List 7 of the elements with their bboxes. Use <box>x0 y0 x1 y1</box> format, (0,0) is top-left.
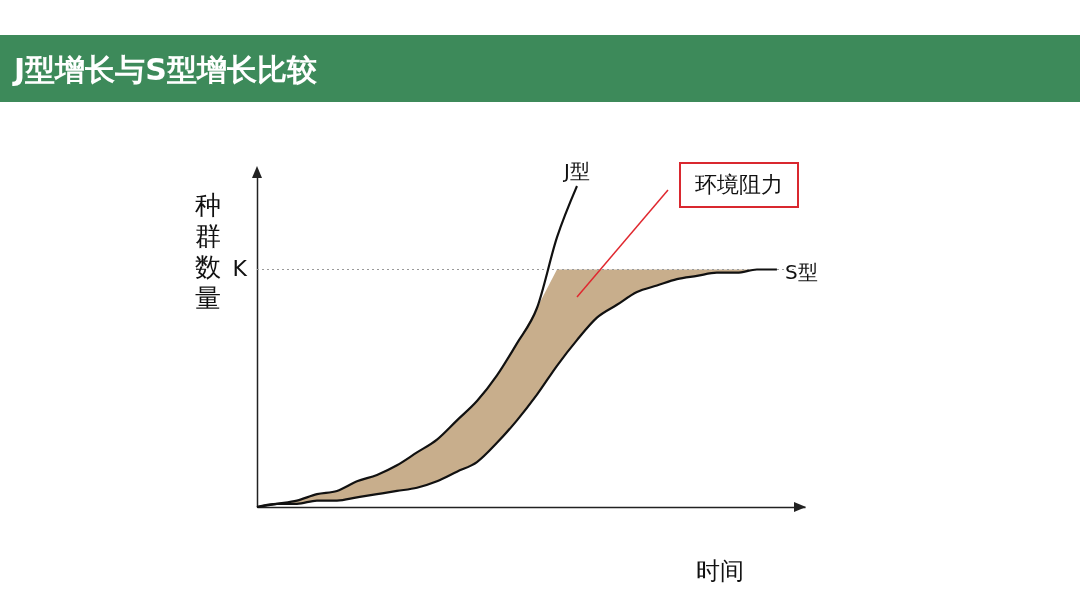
ref-line-label: K <box>232 256 248 282</box>
chart-title: J型增长与S型增长比较 <box>14 51 317 89</box>
y-axis-title: 种群数量 <box>194 189 221 313</box>
series-label: J型 <box>562 159 590 184</box>
x-axis-title: 时间 <box>695 556 744 585</box>
series-label: S型 <box>784 260 818 285</box>
callout-box: 环境阻力 <box>679 162 799 208</box>
